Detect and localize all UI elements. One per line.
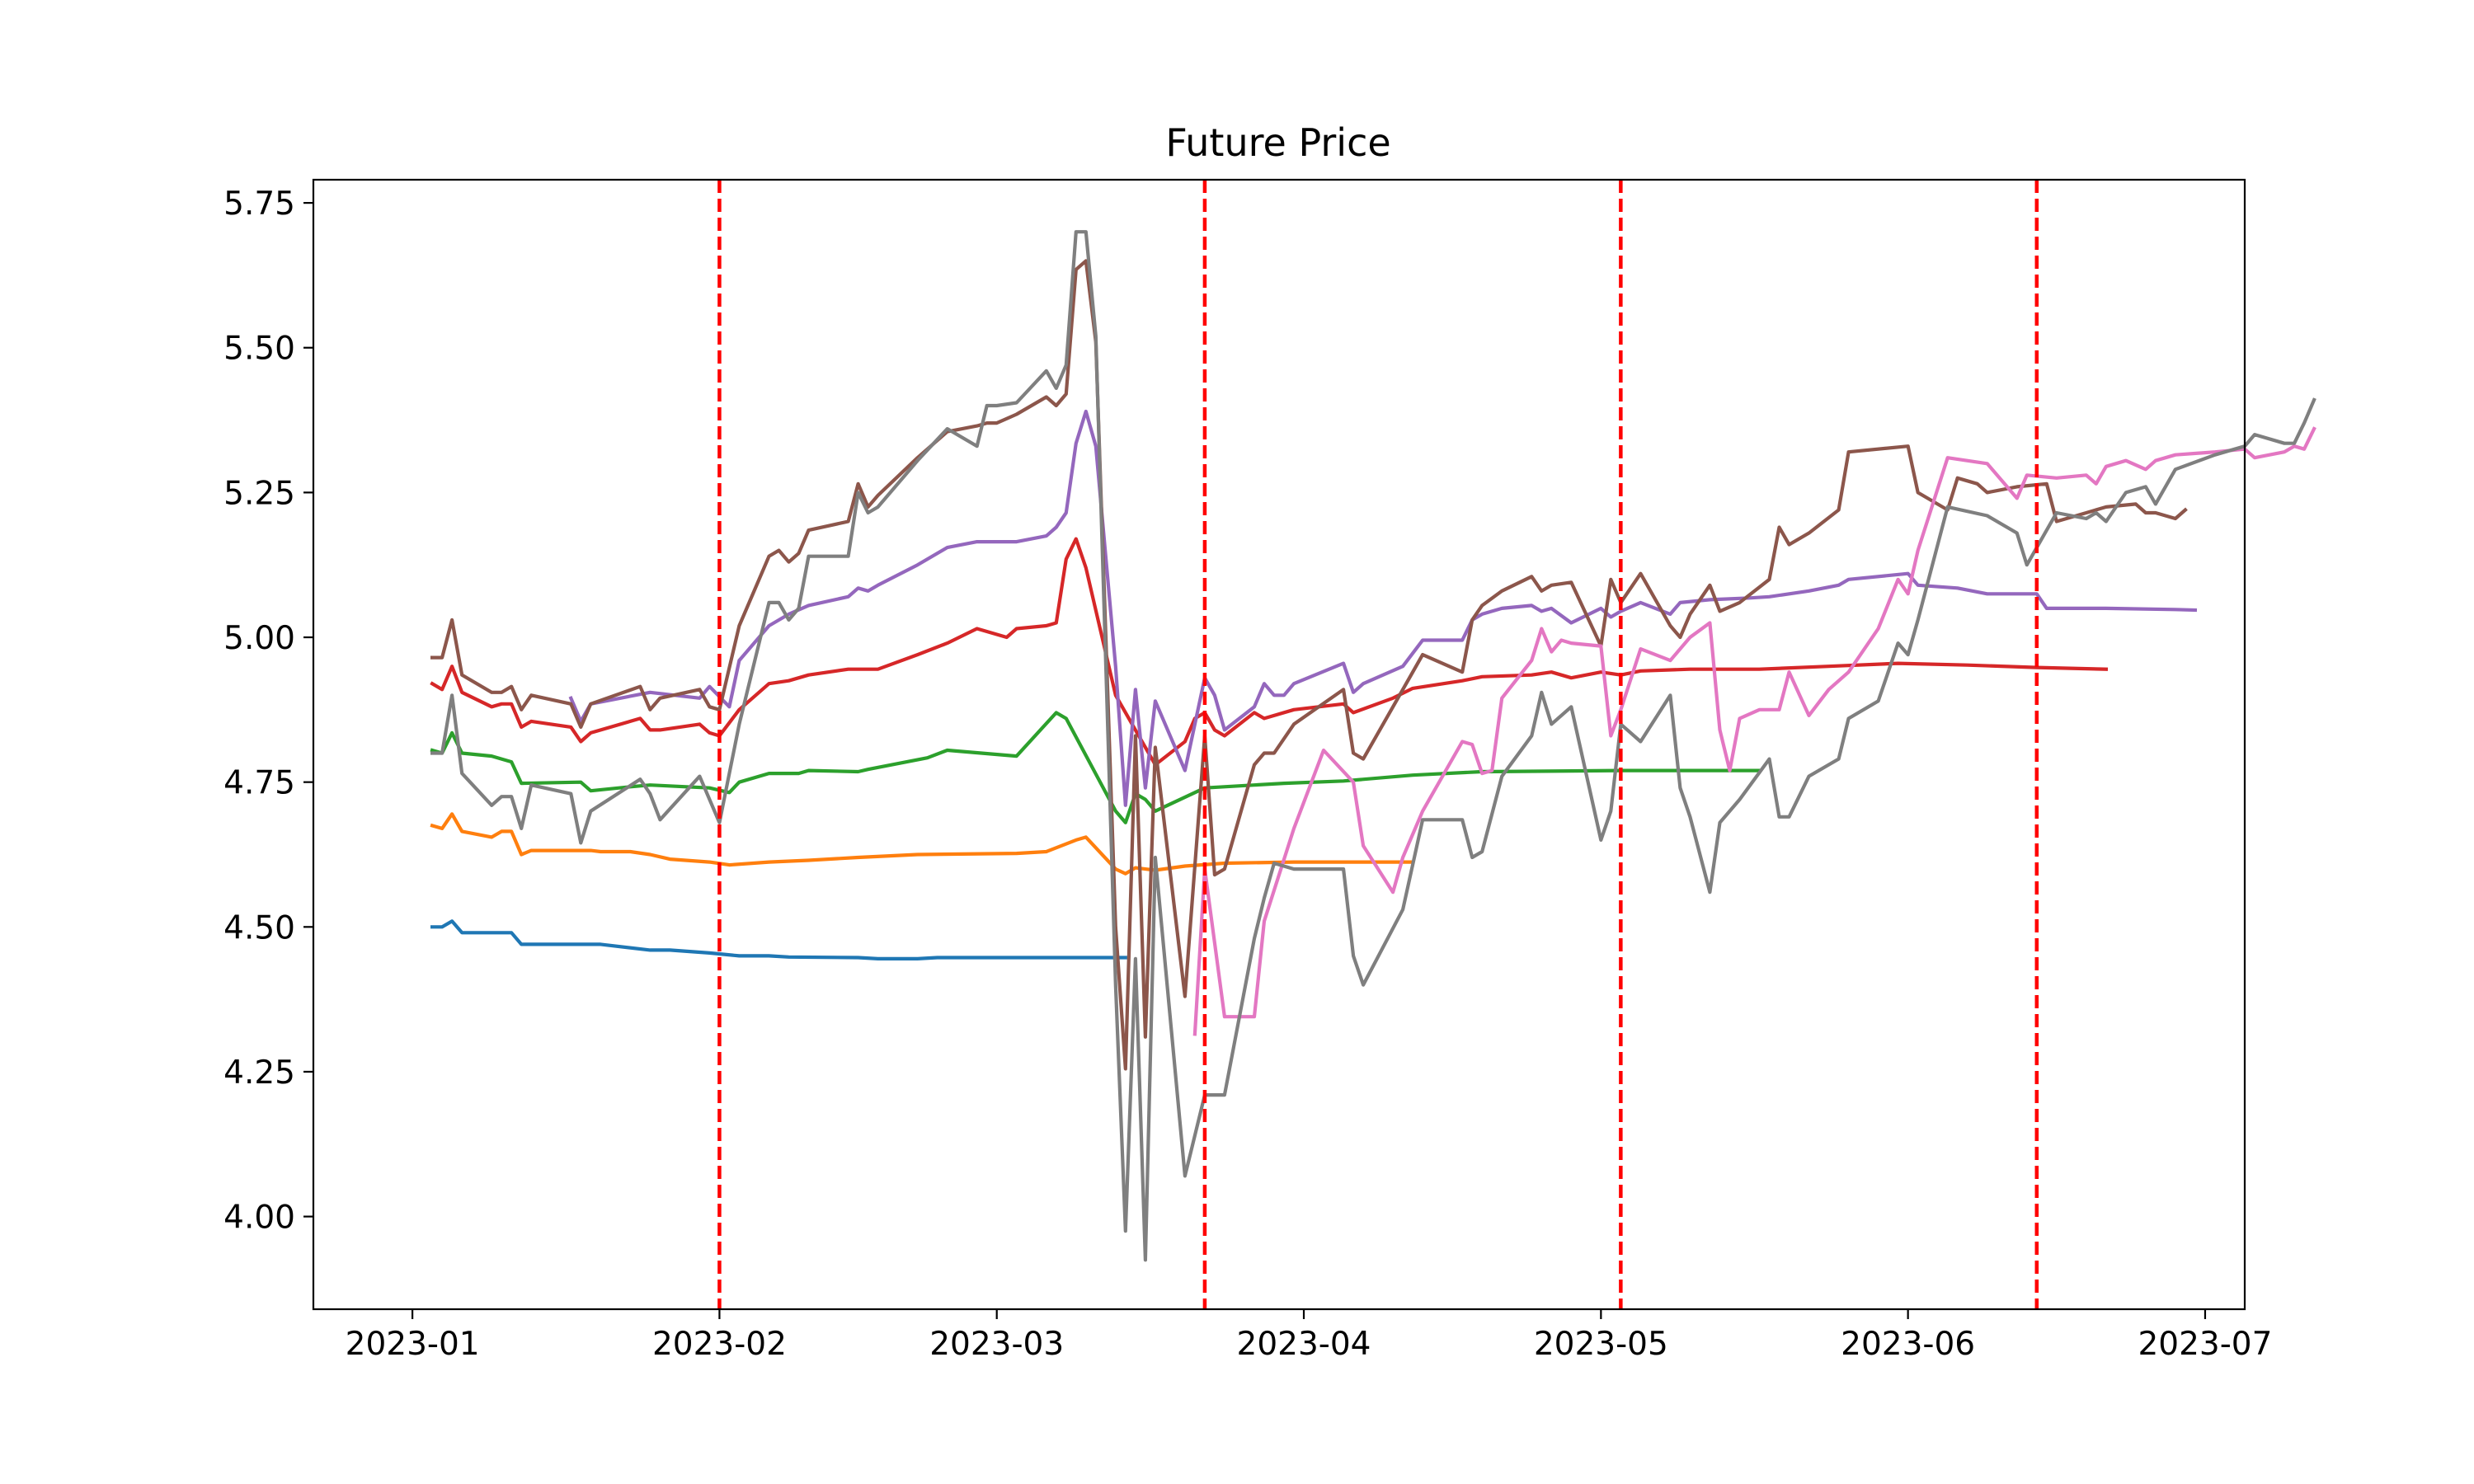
chart-title: Future Price — [1165, 120, 1390, 165]
x-tick-label: 2023-06 — [1841, 1326, 1975, 1363]
series-line-4 — [430, 537, 2109, 767]
series-line-1 — [430, 919, 1127, 961]
y-tick-label: 4.25 — [223, 1054, 295, 1092]
series-line-3 — [430, 711, 1761, 824]
plot-area: 2023-01 2023-02 2023-03 2023-04 2023-05 2023-… — [223, 178, 2316, 1363]
x-tick-label: 2023-02 — [652, 1326, 787, 1363]
x-tick-label: 2023-05 — [1534, 1326, 1668, 1363]
series-line-5 — [568, 409, 2198, 807]
x-tick-label: 2023-03 — [929, 1326, 1064, 1363]
x-tick-label: 2023-07 — [2138, 1326, 2272, 1363]
series-line-7 — [1192, 426, 2316, 1036]
plot-frame — [312, 178, 2246, 1311]
x-tick-label: 2023-01 — [346, 1326, 480, 1363]
y-tick-label: 4.75 — [223, 765, 295, 802]
y-tick-label: 5.25 — [223, 475, 295, 512]
y-tick-label: 4.00 — [223, 1200, 295, 1237]
series-line-6 — [430, 259, 2188, 1071]
y-tick-label: 5.00 — [223, 620, 295, 657]
y-tick-label: 5.75 — [223, 186, 295, 223]
y-tick-label: 5.50 — [223, 331, 295, 368]
y-tick-label: 4.50 — [223, 909, 295, 946]
x-tick-label: 2023-04 — [1237, 1326, 1371, 1363]
series-line-2 — [430, 812, 1415, 876]
series-line-8 — [430, 230, 2316, 1262]
